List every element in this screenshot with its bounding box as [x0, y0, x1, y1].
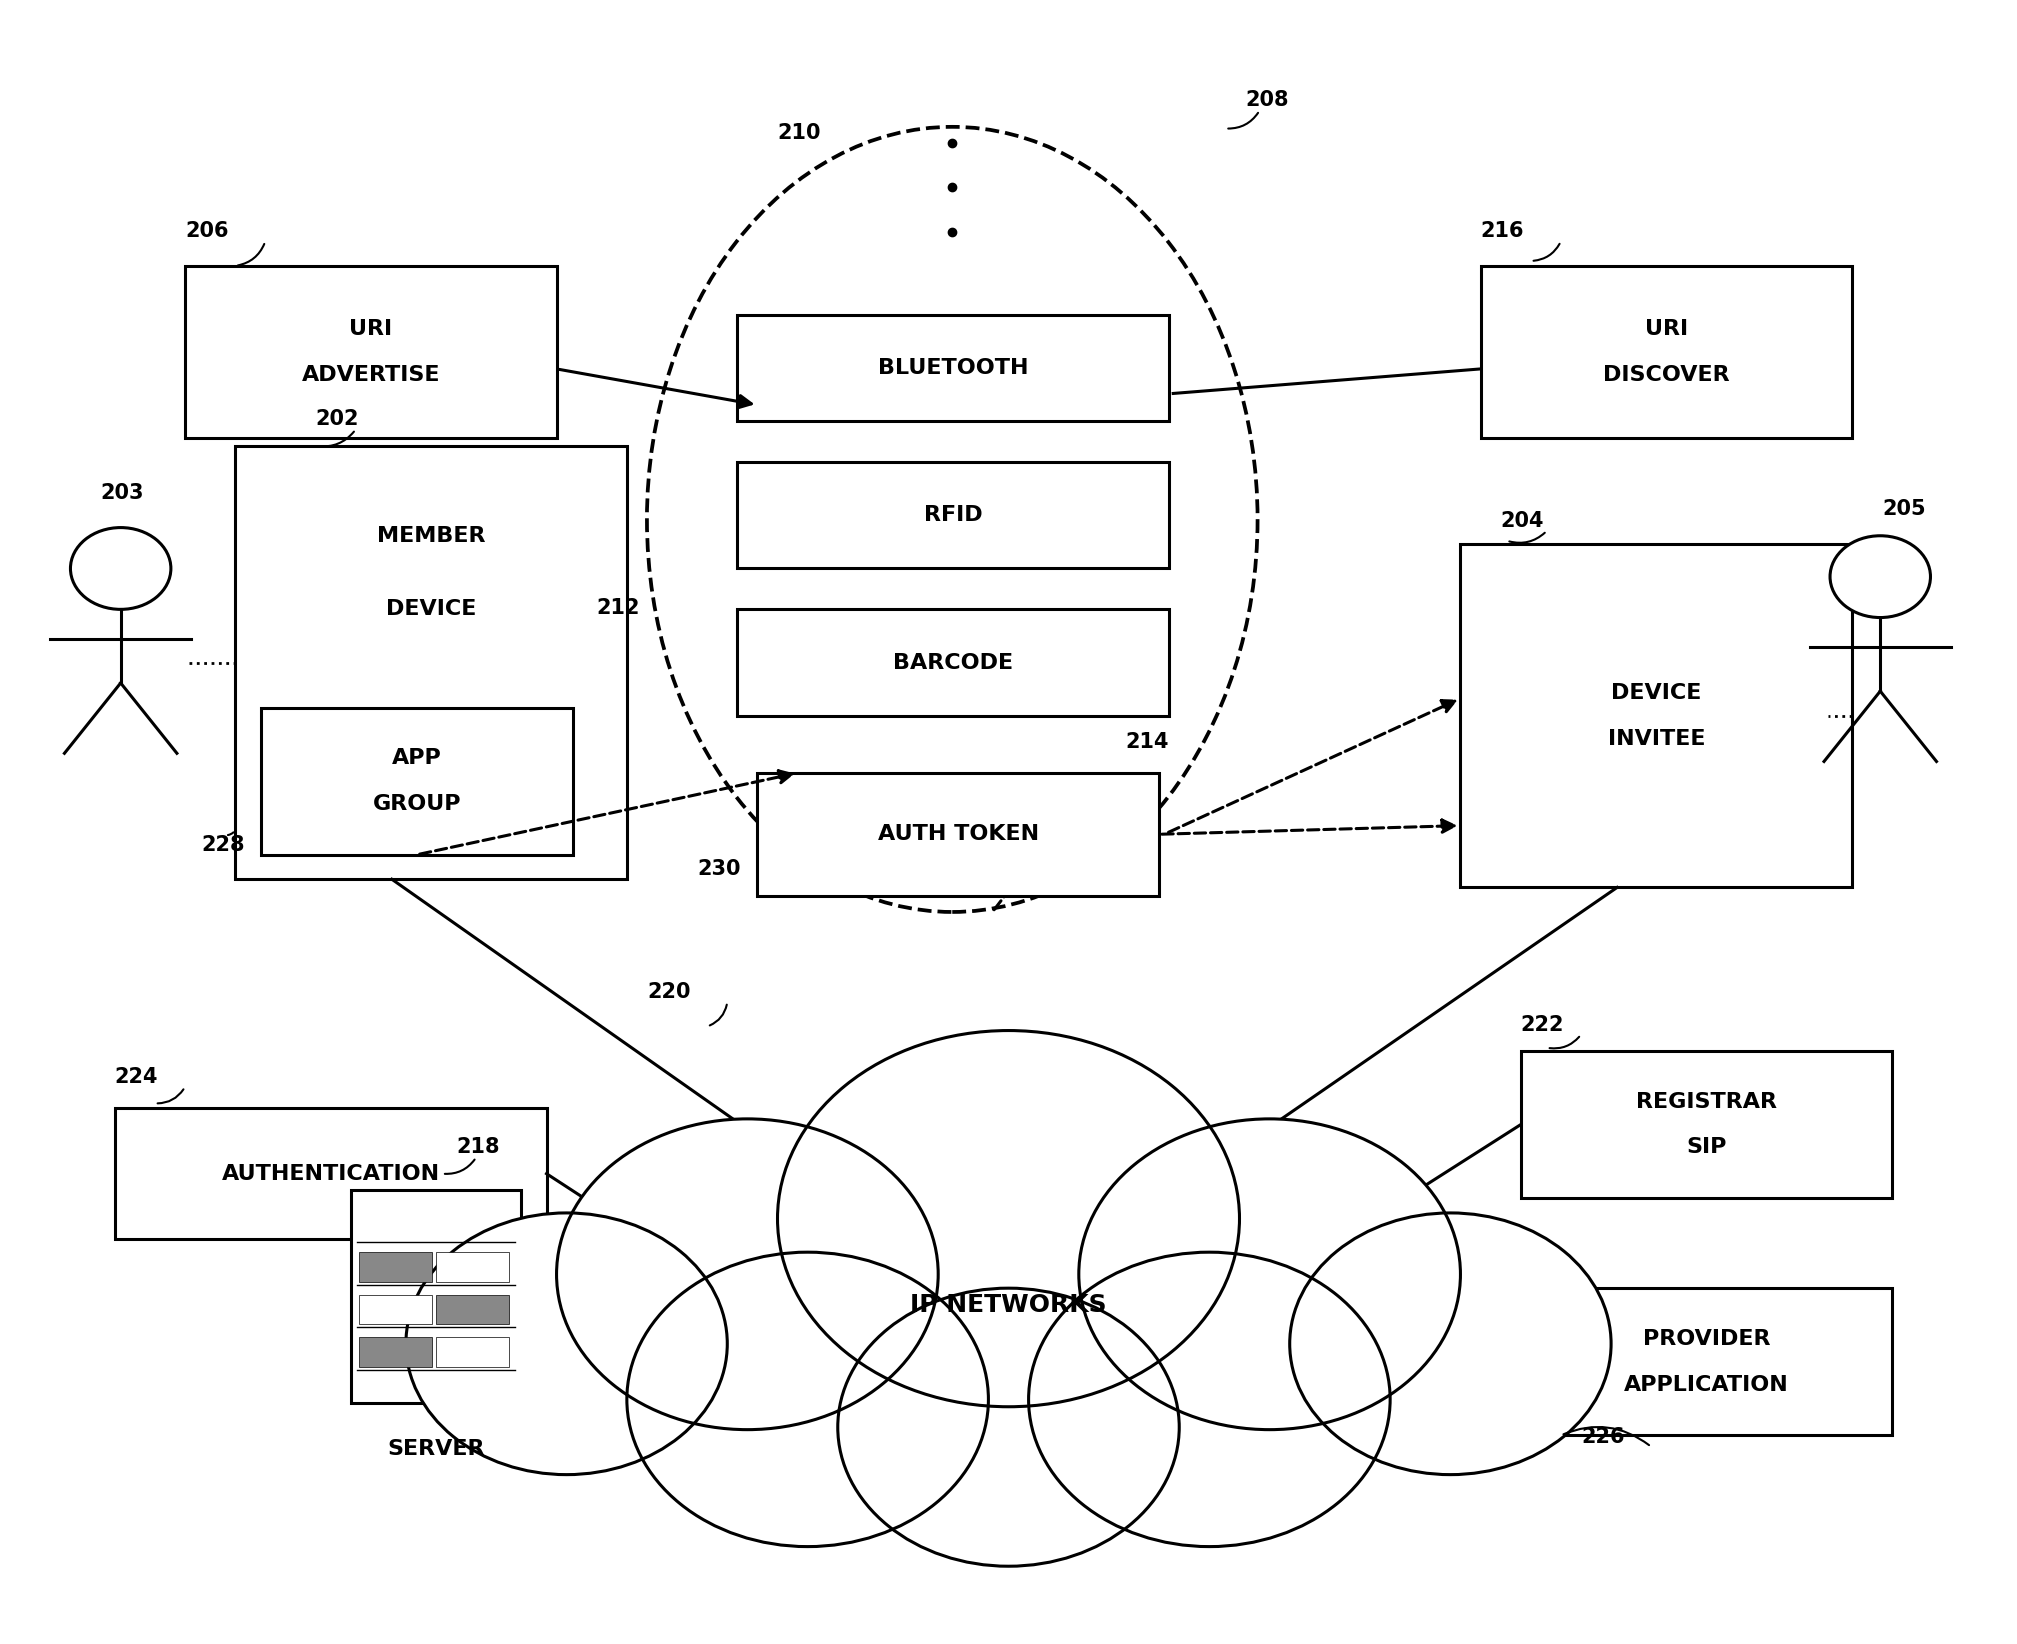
Text: 216: 216: [1480, 222, 1525, 242]
Circle shape: [1829, 536, 1930, 618]
Text: APPLICATION: APPLICATION: [1624, 1374, 1789, 1394]
Text: 228: 228: [202, 835, 244, 855]
FancyBboxPatch shape: [1480, 266, 1852, 437]
FancyBboxPatch shape: [186, 266, 557, 437]
Text: PROVIDER: PROVIDER: [1642, 1328, 1771, 1348]
Circle shape: [627, 1253, 988, 1547]
Text: DEVICE: DEVICE: [1612, 682, 1702, 702]
Text: AUTHENTICATION: AUTHENTICATION: [222, 1164, 440, 1184]
Text: INVITEE: INVITEE: [1608, 728, 1704, 748]
FancyBboxPatch shape: [758, 773, 1160, 896]
Text: 212: 212: [597, 597, 639, 618]
Text: 210: 210: [777, 123, 821, 143]
FancyBboxPatch shape: [115, 1108, 547, 1240]
Text: 224: 224: [115, 1067, 157, 1087]
Text: 230: 230: [698, 860, 740, 880]
Text: 208: 208: [1247, 90, 1289, 110]
Text: SIP: SIP: [1686, 1138, 1727, 1157]
Circle shape: [405, 1213, 728, 1475]
FancyBboxPatch shape: [351, 1190, 522, 1402]
Text: 204: 204: [1501, 511, 1545, 531]
Text: BARCODE: BARCODE: [894, 653, 1013, 672]
Circle shape: [1029, 1253, 1390, 1547]
Text: 203: 203: [101, 483, 143, 503]
FancyBboxPatch shape: [236, 446, 627, 880]
Circle shape: [1079, 1120, 1460, 1430]
FancyBboxPatch shape: [262, 707, 573, 855]
Text: URI: URI: [349, 319, 393, 339]
Text: 206: 206: [186, 222, 228, 242]
Text: 220: 220: [647, 981, 690, 1001]
Text: 218: 218: [456, 1138, 500, 1157]
Circle shape: [837, 1289, 1180, 1567]
Text: 205: 205: [1882, 500, 1926, 520]
Text: ADVERTISE: ADVERTISE: [301, 365, 440, 385]
Circle shape: [71, 528, 171, 610]
FancyBboxPatch shape: [738, 610, 1170, 715]
Text: 222: 222: [1521, 1014, 1565, 1034]
Circle shape: [777, 1031, 1240, 1407]
Text: SERVER: SERVER: [387, 1438, 484, 1458]
FancyBboxPatch shape: [1460, 544, 1852, 888]
FancyBboxPatch shape: [738, 316, 1170, 421]
FancyBboxPatch shape: [738, 462, 1170, 569]
Text: DEVICE: DEVICE: [385, 600, 476, 620]
FancyBboxPatch shape: [1521, 1289, 1892, 1435]
Circle shape: [1289, 1213, 1612, 1475]
Text: APP: APP: [391, 748, 442, 768]
FancyBboxPatch shape: [436, 1253, 510, 1282]
Text: AUTH TOKEN: AUTH TOKEN: [877, 824, 1039, 845]
FancyBboxPatch shape: [359, 1337, 432, 1366]
Text: 202: 202: [315, 409, 359, 429]
Text: 214: 214: [1125, 732, 1168, 751]
Text: DISCOVER: DISCOVER: [1604, 365, 1731, 385]
Text: RFID: RFID: [924, 505, 982, 526]
FancyBboxPatch shape: [436, 1337, 510, 1366]
FancyBboxPatch shape: [359, 1295, 432, 1323]
Text: URI: URI: [1644, 319, 1688, 339]
Text: IP NETWORKS: IP NETWORKS: [910, 1292, 1107, 1317]
FancyBboxPatch shape: [359, 1253, 432, 1282]
FancyBboxPatch shape: [1521, 1051, 1892, 1198]
Text: 226: 226: [1581, 1427, 1624, 1447]
Text: REGISTRAR: REGISTRAR: [1636, 1092, 1777, 1111]
Text: GROUP: GROUP: [373, 794, 462, 814]
FancyBboxPatch shape: [436, 1295, 510, 1323]
Text: MEMBER: MEMBER: [377, 526, 486, 546]
Circle shape: [557, 1120, 938, 1430]
Text: BLUETOOTH: BLUETOOTH: [877, 358, 1029, 378]
